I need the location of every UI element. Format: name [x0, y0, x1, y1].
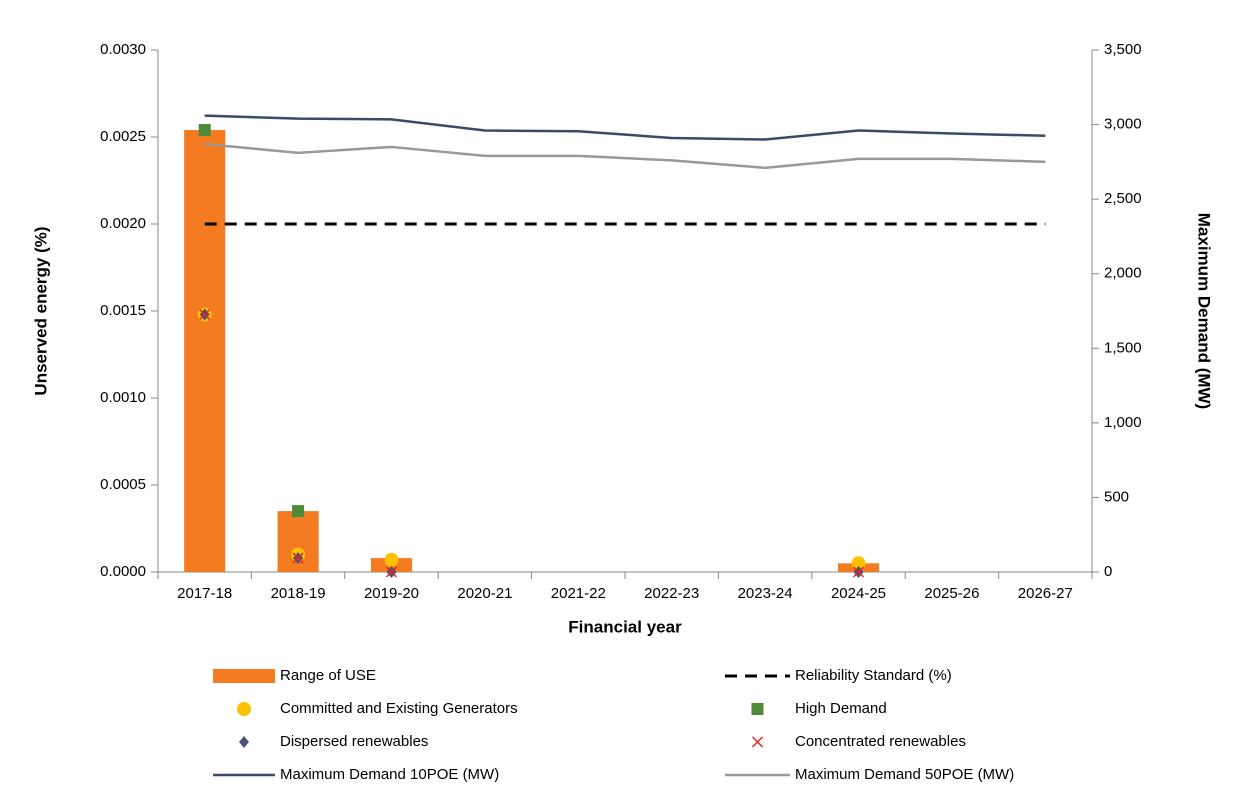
- y-tick-label: 0.0015: [100, 302, 146, 319]
- x-tick-label: 2021-22: [551, 585, 606, 602]
- y-tick-label: 0.0025: [100, 128, 146, 145]
- x-tick-label: 2024-25: [831, 585, 886, 602]
- legend-swatch: [751, 736, 764, 748]
- marker: [852, 566, 865, 578]
- y2-tick-label: 1,000: [1104, 414, 1142, 431]
- x-axis-title: Financial year: [568, 617, 682, 636]
- line: [204, 114, 1046, 141]
- x-tick-label: 2023-24: [738, 585, 793, 602]
- x-tick-label: 2018-19: [271, 585, 326, 602]
- marker: [198, 124, 211, 137]
- legend-label: Committed and Existing Generators: [280, 700, 518, 717]
- legend-label: Maximum Demand 10POE (MW): [280, 766, 499, 783]
- legend-swatch: [239, 736, 249, 748]
- legend-swatch: [751, 703, 764, 715]
- y-axis-title: Unserved energy (%): [31, 226, 50, 395]
- legend-label: Maximum Demand 50POE (MW): [795, 766, 1014, 783]
- marker: [292, 552, 304, 564]
- x-tick-label: 2017-18: [177, 585, 232, 602]
- y2-tick-label: 0: [1104, 563, 1112, 580]
- x-tick-label: 2026-27: [1018, 585, 1073, 602]
- legend-label: Range of USE: [280, 667, 376, 684]
- marker: [851, 556, 866, 571]
- marker: [292, 505, 305, 518]
- marker: [385, 566, 398, 578]
- x-tick-label: 2025-26: [924, 585, 979, 602]
- y2-tick-label: 3,500: [1104, 41, 1142, 58]
- line: [204, 142, 1046, 170]
- marker: [199, 308, 211, 321]
- y2-tick-label: 500: [1104, 488, 1129, 505]
- y-tick-label: 0.0010: [100, 389, 146, 406]
- y2-axis-title: Maximum Demand (MW): [1195, 213, 1214, 409]
- y-tick-label: 0.0030: [100, 41, 146, 58]
- x-tick-label: 2022-23: [644, 585, 699, 602]
- y-tick-label: 0.0020: [100, 215, 146, 232]
- legend-label: High Demand: [795, 700, 887, 717]
- y2-tick-label: 2,000: [1104, 265, 1142, 282]
- y2-tick-label: 3,000: [1104, 116, 1142, 133]
- x-tick-label: 2019-20: [364, 585, 419, 602]
- y-tick-label: 0.0005: [100, 476, 146, 493]
- marker: [384, 552, 399, 567]
- bar: [184, 130, 226, 573]
- legend-label: Reliability Standard (%): [795, 667, 952, 684]
- y2-tick-label: 2,500: [1104, 190, 1142, 207]
- y2-tick-label: 1,500: [1104, 339, 1142, 356]
- legend-swatch: [213, 669, 275, 683]
- x-tick-label: 2020-21: [457, 585, 512, 602]
- legend-label: Concentrated renewables: [795, 733, 966, 750]
- y-tick-label: 0.0000: [100, 563, 146, 580]
- legend-swatch: [237, 702, 251, 716]
- legend-label: Dispersed renewables: [280, 733, 428, 750]
